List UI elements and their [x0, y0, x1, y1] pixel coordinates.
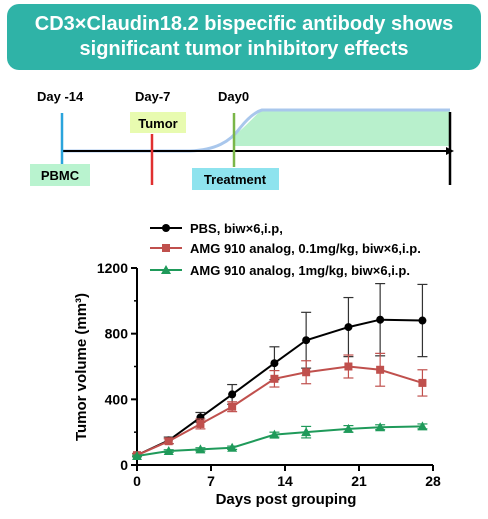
- tumor-box: [130, 112, 186, 133]
- y-tick-label: 0: [120, 457, 128, 473]
- pbmc-box: [30, 164, 90, 186]
- title-banner: CD3×Claudin18.2 bispecific antibody show…: [7, 4, 481, 70]
- x-tick-label: 14: [277, 473, 293, 489]
- data-point: [418, 316, 427, 325]
- data-point: [302, 336, 311, 345]
- pbmc-box-label: PBMC: [41, 168, 80, 183]
- data-point: [375, 422, 386, 432]
- data-point: [132, 450, 142, 460]
- treatment-period-fill: [234, 110, 450, 146]
- y-tick-label: 1200: [97, 260, 128, 276]
- data-point: [163, 446, 174, 456]
- data-point: [228, 390, 237, 399]
- tumor-growth-curve: [62, 108, 450, 153]
- data-point: [270, 374, 279, 383]
- data-point: [269, 429, 280, 439]
- data-point: [195, 444, 206, 454]
- data-point: [417, 421, 428, 431]
- day-label-0: Day0: [218, 89, 249, 104]
- legend-label: AMG 910 analog, 1mg/kg, biw×6,i.p.: [190, 263, 410, 278]
- x-tick-label: 0: [133, 473, 141, 489]
- data-point: [164, 437, 173, 446]
- legend-marker: [161, 265, 171, 274]
- chart-series: [132, 282, 428, 460]
- x-tick-label: 28: [425, 473, 441, 489]
- x-axis-label: Days post grouping: [216, 491, 357, 508]
- day-label-minus14: Day -14: [37, 89, 84, 104]
- treatment-box: [192, 168, 279, 190]
- data-point: [344, 362, 353, 371]
- y-tick-label: 800: [105, 326, 129, 342]
- day-label-minus7: Day-7: [135, 89, 170, 104]
- tumor-volume-chart: PBS, biw×6,i.p, AMG 910 analog, 0.1mg/kg,…: [73, 221, 441, 508]
- data-point: [228, 402, 237, 411]
- title-line-1: CD3×Claudin18.2 bispecific antibody show…: [34, 13, 454, 35]
- treatment-box-label: Treatment: [204, 172, 267, 187]
- title-line-2: significant tumor inhibitory effects: [79, 38, 409, 60]
- y-tick-label: 400: [105, 391, 129, 407]
- data-point: [196, 419, 205, 428]
- data-point: [301, 427, 312, 437]
- data-point: [376, 365, 385, 374]
- series-group: [132, 421, 428, 460]
- x-tick-label: 7: [207, 473, 215, 489]
- legend-marker: [162, 224, 170, 232]
- y-axis-label: Tumor volume (mm³): [73, 293, 90, 441]
- data-point: [376, 315, 385, 324]
- tumor-box-label: Tumor: [138, 116, 177, 131]
- chart-axes: 0 400 800 1200 0 7 14 21 28: [97, 260, 441, 489]
- x-tick-label: 21: [351, 473, 367, 489]
- legend-marker: [162, 244, 170, 252]
- legend-label: PBS, biw×6,i.p,: [190, 221, 283, 236]
- timeline-diagram: Day -14 Day-7 Day0 Tumor PBMC Treatment: [30, 89, 454, 190]
- data-point: [344, 323, 353, 332]
- data-point: [418, 378, 427, 387]
- series-group: [132, 352, 428, 460]
- legend-label: AMG 910 analog, 0.1mg/kg, biw×6,i.p.: [190, 241, 421, 256]
- data-point: [227, 442, 238, 452]
- data-point: [343, 423, 354, 433]
- data-point: [302, 368, 311, 377]
- chart-legend: PBS, biw×6,i.p, AMG 910 analog, 0.1mg/kg,…: [150, 221, 421, 278]
- data-point: [270, 359, 279, 368]
